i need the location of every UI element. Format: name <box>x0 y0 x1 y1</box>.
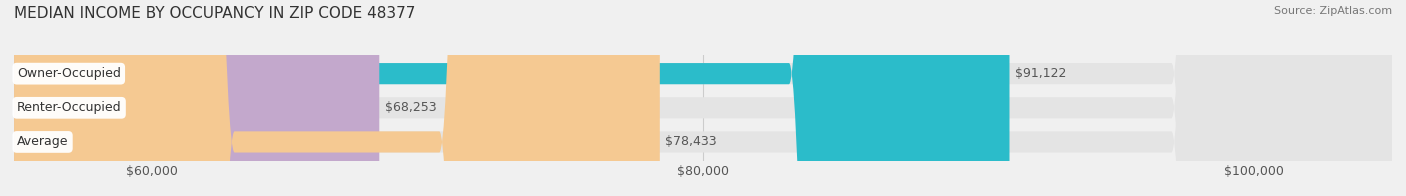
FancyBboxPatch shape <box>14 0 659 196</box>
FancyBboxPatch shape <box>14 0 1392 196</box>
FancyBboxPatch shape <box>14 0 1392 196</box>
Text: Average: Average <box>17 135 69 148</box>
FancyBboxPatch shape <box>14 0 1392 196</box>
Text: $68,253: $68,253 <box>385 101 436 114</box>
Text: $78,433: $78,433 <box>665 135 717 148</box>
Text: Source: ZipAtlas.com: Source: ZipAtlas.com <box>1274 6 1392 16</box>
Text: Owner-Occupied: Owner-Occupied <box>17 67 121 80</box>
FancyBboxPatch shape <box>14 0 380 196</box>
Text: $91,122: $91,122 <box>1015 67 1066 80</box>
Text: MEDIAN INCOME BY OCCUPANCY IN ZIP CODE 48377: MEDIAN INCOME BY OCCUPANCY IN ZIP CODE 4… <box>14 6 415 21</box>
FancyBboxPatch shape <box>14 0 1010 196</box>
Text: Renter-Occupied: Renter-Occupied <box>17 101 121 114</box>
